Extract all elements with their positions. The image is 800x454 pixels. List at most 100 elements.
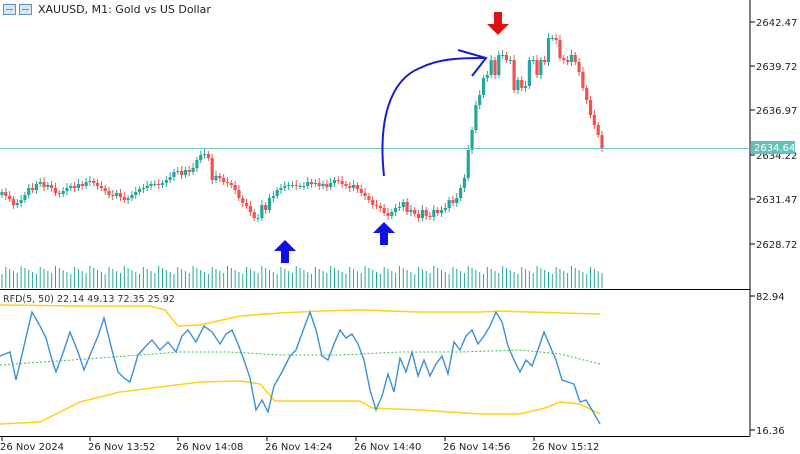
- candle-body[interactable]: [543, 60, 547, 62]
- candle-body[interactable]: [88, 181, 92, 182]
- candle-body[interactable]: [359, 189, 363, 193]
- candle-body[interactable]: [573, 55, 577, 62]
- candle-body[interactable]: [233, 185, 237, 190]
- candle-body[interactable]: [27, 188, 31, 195]
- up-arrow-icon[interactable]: [373, 222, 395, 245]
- candle-body[interactable]: [65, 188, 69, 191]
- candle-body[interactable]: [38, 182, 42, 184]
- candle-body[interactable]: [244, 203, 249, 206]
- candle-body[interactable]: [539, 60, 543, 75]
- candle-body[interactable]: [562, 58, 566, 60]
- candle-body[interactable]: [413, 210, 417, 214]
- candle-body[interactable]: [329, 183, 333, 187]
- candle-body[interactable]: [596, 125, 600, 135]
- candle-body[interactable]: [294, 185, 298, 186]
- candle-body[interactable]: [374, 205, 379, 206]
- chart-window-icon[interactable]: [19, 3, 32, 15]
- candle-body[interactable]: [516, 80, 520, 90]
- candle-body[interactable]: [332, 180, 337, 183]
- candle-body[interactable]: [107, 191, 111, 195]
- candle-body[interactable]: [462, 178, 467, 188]
- candle-body[interactable]: [256, 218, 260, 219]
- candle-body[interactable]: [428, 216, 432, 217]
- candle-body[interactable]: [321, 184, 325, 186]
- candle-body[interactable]: [466, 150, 470, 178]
- candle-body[interactable]: [451, 200, 455, 203]
- candle-body[interactable]: [401, 202, 405, 207]
- candle-body[interactable]: [137, 189, 142, 192]
- up-arrow-icon[interactable]: [274, 240, 296, 263]
- candle-body[interactable]: [8, 196, 12, 199]
- candle-body[interactable]: [455, 198, 459, 203]
- candle-body[interactable]: [4, 192, 8, 196]
- candle-body[interactable]: [248, 206, 253, 212]
- candle-body[interactable]: [183, 170, 188, 175]
- candle-body[interactable]: [118, 193, 123, 197]
- candle-body[interactable]: [531, 60, 535, 61]
- candle-body[interactable]: [195, 160, 199, 168]
- candle-body[interactable]: [581, 72, 585, 88]
- candle-body[interactable]: [164, 180, 168, 183]
- candle-body[interactable]: [225, 182, 230, 183]
- candle-body[interactable]: [382, 208, 386, 213]
- candle-body[interactable]: [180, 171, 184, 175]
- candle-body[interactable]: [103, 188, 107, 191]
- candle-body[interactable]: [558, 40, 562, 58]
- candle-body[interactable]: [351, 185, 356, 188]
- candle-body[interactable]: [153, 184, 157, 185]
- candle-body[interactable]: [73, 186, 77, 188]
- candle-body[interactable]: [298, 186, 302, 187]
- candlestick-series[interactable]: [0, 33, 604, 222]
- down-arrow-icon[interactable]: [487, 12, 509, 35]
- chart-window-icon[interactable]: [3, 3, 16, 15]
- candle-body[interactable]: [206, 154, 210, 158]
- candle-body[interactable]: [172, 172, 176, 177]
- trend-drawing-curve[interactable]: [381, 57, 485, 177]
- candle-body[interactable]: [0, 192, 4, 195]
- candle-body[interactable]: [95, 183, 100, 186]
- candle-body[interactable]: [229, 183, 233, 185]
- candle-body[interactable]: [420, 210, 424, 218]
- candle-body[interactable]: [99, 186, 103, 188]
- candle-body[interactable]: [508, 60, 512, 61]
- candle-body[interactable]: [264, 205, 268, 210]
- candle-body[interactable]: [550, 38, 554, 39]
- candle-body[interactable]: [394, 208, 398, 212]
- candle-body[interactable]: [15, 203, 19, 205]
- candle-body[interactable]: [546, 38, 551, 62]
- candle-body[interactable]: [600, 135, 604, 148]
- candle-body[interactable]: [489, 60, 493, 75]
- candle-body[interactable]: [283, 186, 287, 188]
- candle-body[interactable]: [19, 200, 23, 203]
- candle-body[interactable]: [485, 75, 489, 78]
- candle-body[interactable]: [566, 60, 570, 62]
- candle-body[interactable]: [46, 185, 50, 187]
- candle-body[interactable]: [367, 196, 371, 200]
- candle-body[interactable]: [390, 212, 394, 216]
- candle-body[interactable]: [214, 176, 218, 180]
- candle-body[interactable]: [497, 55, 501, 75]
- candle-body[interactable]: [371, 200, 375, 205]
- candle-body[interactable]: [348, 186, 352, 188]
- candle-body[interactable]: [111, 195, 115, 196]
- candle-body[interactable]: [84, 182, 88, 186]
- candle-body[interactable]: [279, 188, 283, 190]
- candle-body[interactable]: [187, 170, 191, 172]
- candle-body[interactable]: [271, 196, 275, 198]
- candle-body[interactable]: [302, 186, 306, 187]
- candle-body[interactable]: [199, 155, 203, 160]
- candle-body[interactable]: [470, 130, 474, 150]
- candle-body[interactable]: [317, 183, 321, 186]
- candle-body[interactable]: [237, 190, 241, 198]
- candle-body[interactable]: [210, 158, 214, 180]
- candle-body[interactable]: [23, 195, 27, 200]
- candle-body[interactable]: [61, 191, 65, 194]
- candle-body[interactable]: [512, 60, 516, 90]
- candle-body[interactable]: [569, 55, 574, 62]
- candle-body[interactable]: [92, 181, 96, 183]
- candle-body[interactable]: [53, 188, 58, 193]
- candle-body[interactable]: [493, 60, 497, 75]
- candle-body[interactable]: [160, 183, 165, 185]
- candle-body[interactable]: [478, 95, 482, 105]
